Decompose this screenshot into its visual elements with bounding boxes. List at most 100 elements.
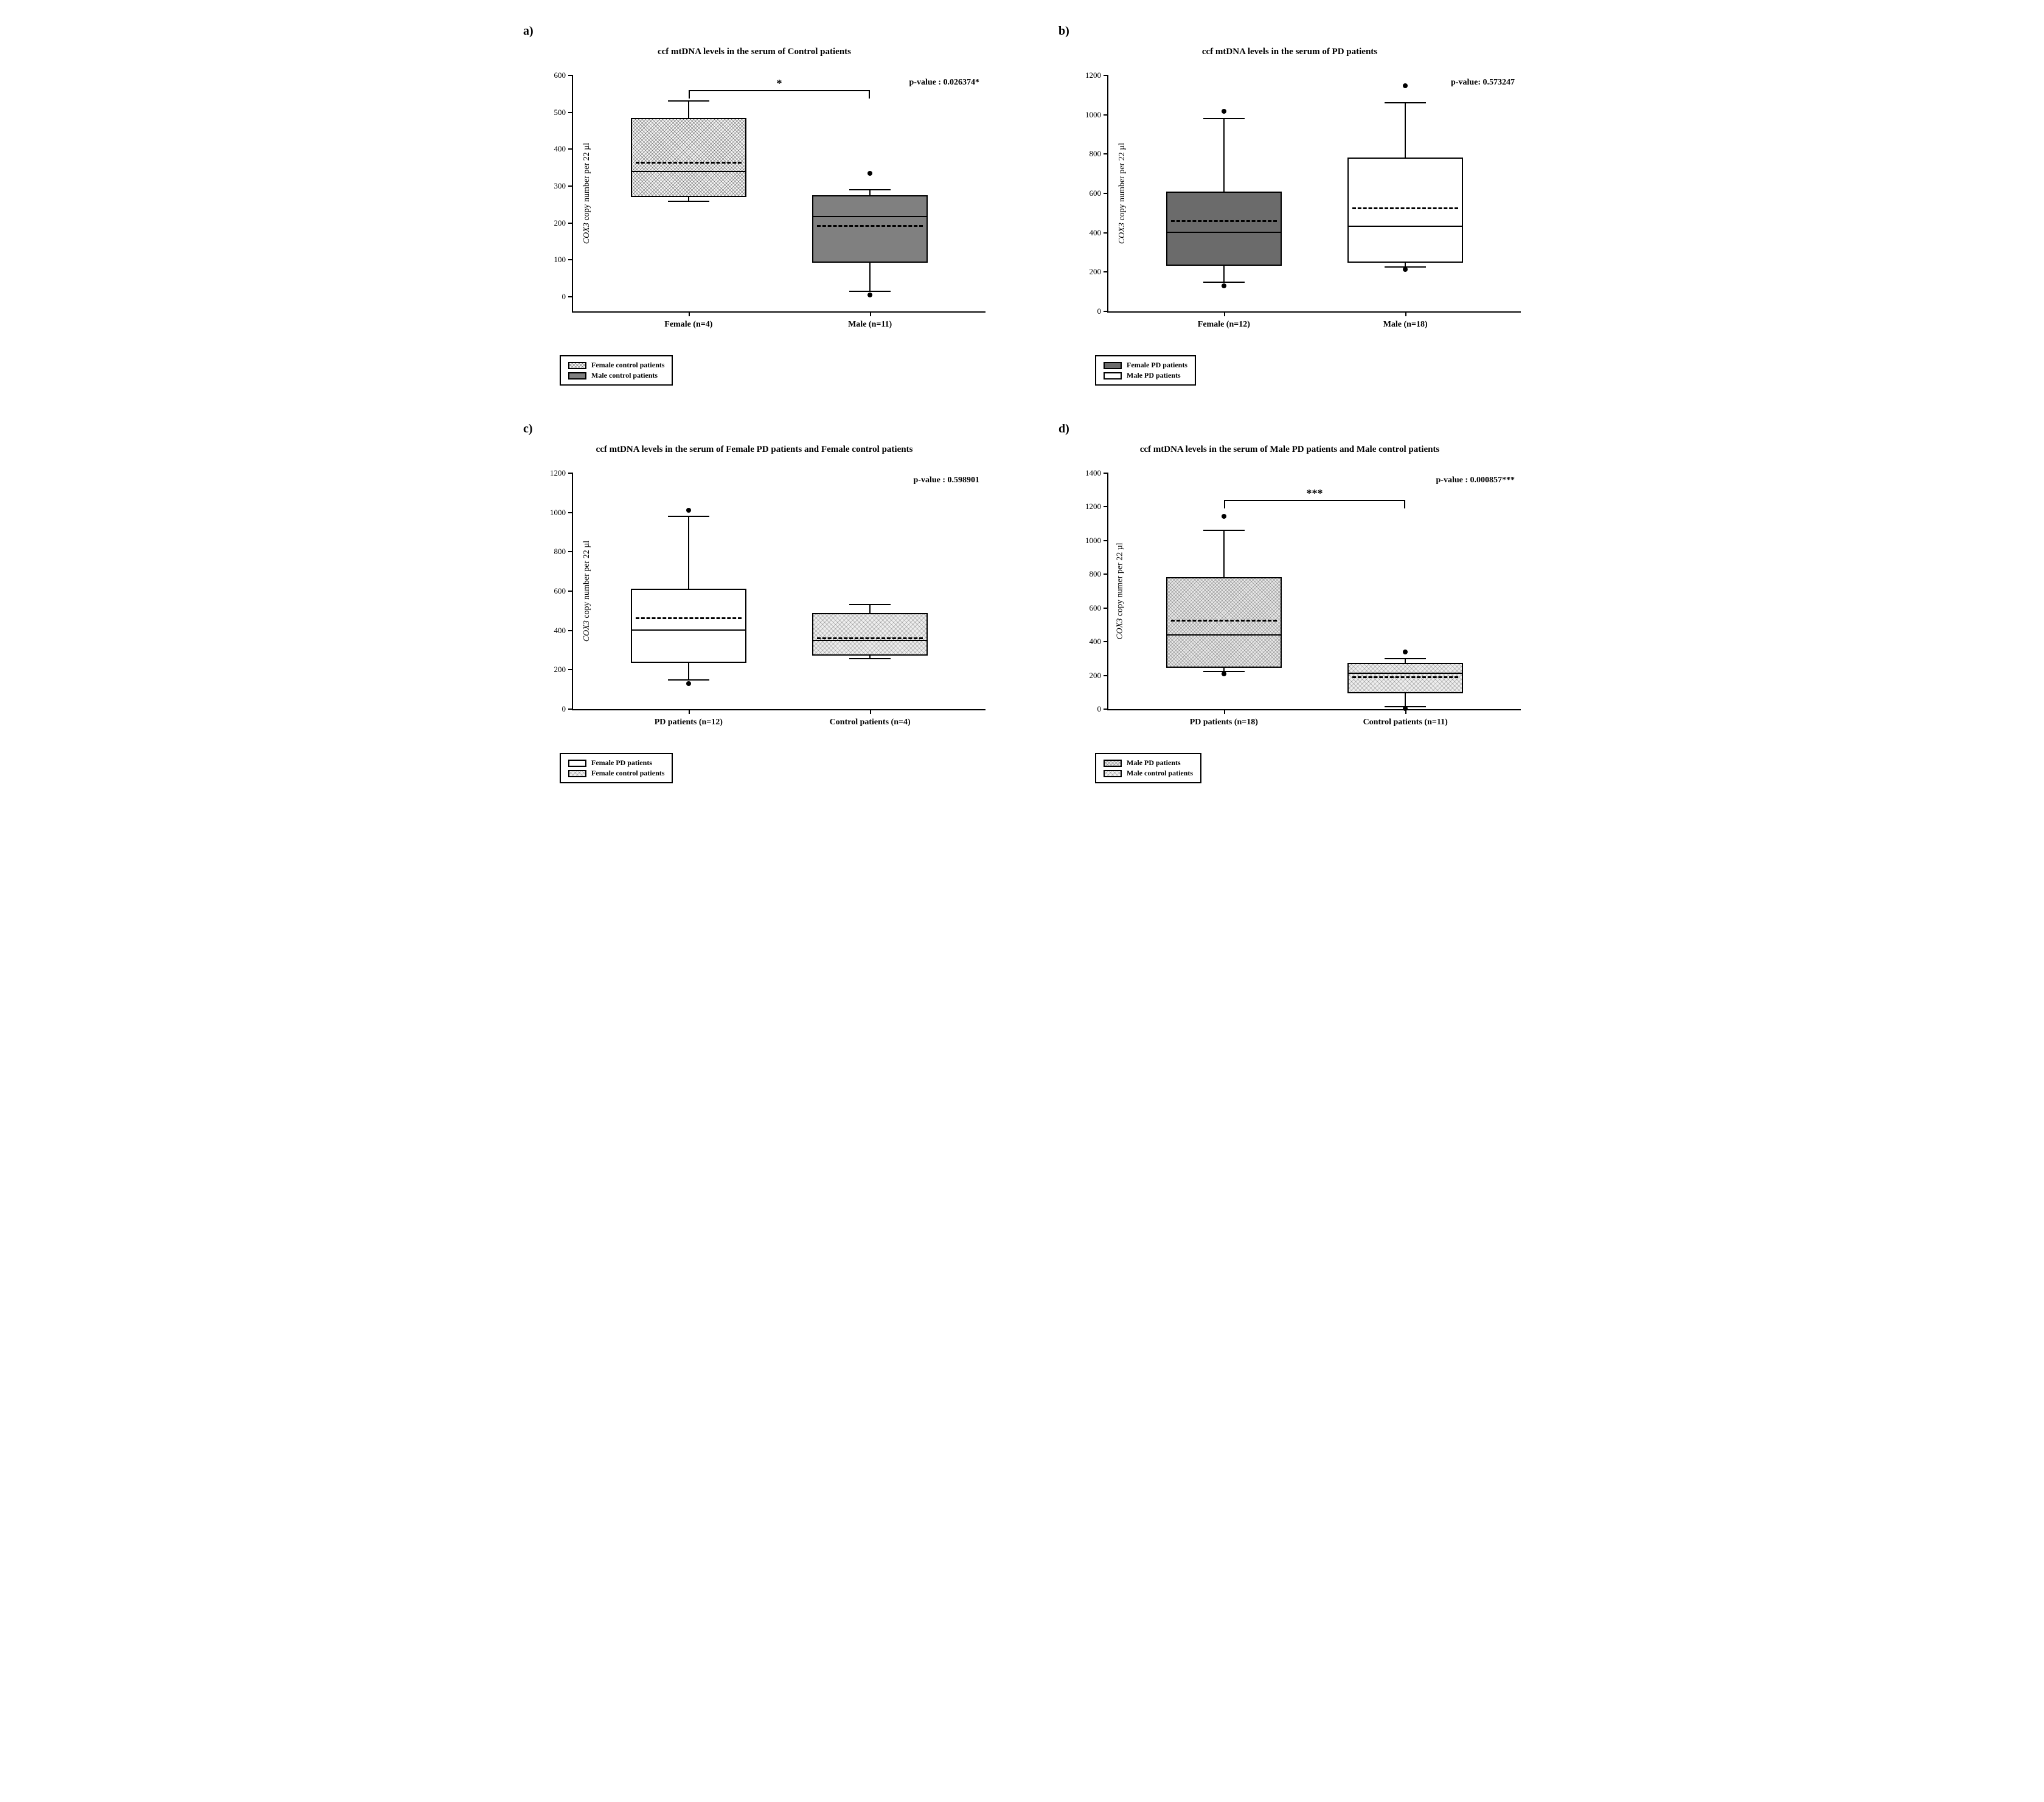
x-tick bbox=[1405, 311, 1406, 316]
whisker-cap bbox=[1203, 118, 1245, 119]
y-tick-label: 200 bbox=[554, 218, 566, 228]
box bbox=[812, 613, 928, 656]
panel-title: ccf mtDNA levels in the serum of Male PD… bbox=[1046, 445, 1533, 455]
y-tick bbox=[1104, 193, 1108, 194]
x-tick-label: Female (n=12) bbox=[1198, 320, 1250, 330]
mean-line bbox=[636, 162, 742, 164]
y-tick bbox=[568, 669, 573, 670]
box bbox=[1166, 577, 1282, 668]
y-tick-label: 100 bbox=[554, 255, 566, 265]
plot-region: COX3 copy number per 22 µl01002003004005… bbox=[572, 75, 985, 313]
significance-bracket bbox=[1224, 500, 1405, 507]
x-tick-label: Male (n=11) bbox=[848, 320, 892, 330]
panel-letter: c) bbox=[523, 422, 998, 436]
y-tick bbox=[568, 473, 573, 474]
plot-region: COX3 copy numer per 22 µl020040060080010… bbox=[1107, 473, 1521, 710]
significance-bracket bbox=[689, 90, 870, 97]
legend-swatch bbox=[568, 770, 586, 777]
median-line bbox=[1349, 226, 1462, 227]
y-tick-label: 300 bbox=[554, 181, 566, 191]
outlier-point bbox=[867, 293, 872, 297]
box bbox=[1347, 158, 1463, 263]
box bbox=[631, 118, 746, 197]
significance-label: *** bbox=[1307, 487, 1323, 500]
y-tick bbox=[1104, 75, 1108, 76]
whisker-cap bbox=[849, 291, 891, 292]
legend: Female control patientsMale control pati… bbox=[560, 355, 673, 386]
y-tick-label: 1200 bbox=[1085, 502, 1101, 511]
y-tick-label: 200 bbox=[1090, 671, 1102, 681]
x-tick-label: PD patients (n=12) bbox=[655, 718, 723, 727]
y-tick bbox=[568, 512, 573, 513]
y-tick-label: 200 bbox=[554, 665, 566, 674]
panel-b: b)ccf mtDNA levels in the serum of PD pa… bbox=[1046, 24, 1533, 386]
whisker-cap bbox=[668, 100, 709, 102]
legend-label: Female PD patients bbox=[1127, 361, 1187, 370]
x-tick bbox=[1224, 709, 1225, 714]
x-tick bbox=[1224, 311, 1225, 316]
y-tick-label: 0 bbox=[562, 292, 566, 302]
outlier-point bbox=[1222, 109, 1226, 114]
y-tick bbox=[568, 185, 573, 187]
outlier-point bbox=[686, 681, 691, 686]
plot-region: COX3 copy number per 22 µl02004006008001… bbox=[1107, 75, 1521, 313]
y-tick-label: 800 bbox=[554, 547, 566, 556]
y-tick-label: 800 bbox=[1090, 149, 1102, 159]
y-tick bbox=[1104, 608, 1108, 609]
y-tick-label: 800 bbox=[1090, 569, 1102, 579]
y-tick bbox=[1104, 473, 1108, 474]
y-tick bbox=[568, 296, 573, 297]
y-tick-label: 0 bbox=[1097, 704, 1102, 714]
y-tick bbox=[1104, 675, 1108, 676]
panel-title: ccf mtDNA levels in the serum of PD pati… bbox=[1046, 47, 1533, 57]
panel-title: ccf mtDNA levels in the serum of Female … bbox=[511, 445, 998, 455]
whisker-cap bbox=[849, 658, 891, 659]
chart-area: p-value : 0.026374*COX3 copy number per … bbox=[554, 69, 985, 337]
y-tick-label: 0 bbox=[562, 704, 566, 714]
whisker-cap bbox=[849, 604, 891, 605]
mean-line bbox=[1352, 207, 1458, 209]
y-tick-label: 1000 bbox=[550, 508, 566, 518]
y-tick bbox=[568, 259, 573, 260]
outlier-point bbox=[686, 508, 691, 513]
legend-swatch bbox=[1104, 372, 1122, 379]
legend-item: Male control patients bbox=[568, 370, 664, 381]
y-tick bbox=[568, 148, 573, 150]
mean-line bbox=[636, 617, 742, 619]
median-line bbox=[1349, 673, 1462, 674]
y-tick-label: 400 bbox=[554, 626, 566, 636]
whisker-cap bbox=[668, 679, 709, 681]
y-tick bbox=[1104, 232, 1108, 234]
y-tick bbox=[568, 75, 573, 76]
y-axis-label: COX3 copy number per 22 µl bbox=[582, 143, 592, 244]
x-tick-label: Control patients (n=11) bbox=[1363, 718, 1448, 727]
median-line bbox=[632, 171, 745, 172]
panel-c: c) ccf mtDNA levels in the serum of Femal… bbox=[511, 422, 998, 783]
y-tick-label: 600 bbox=[1090, 603, 1102, 613]
box bbox=[1166, 192, 1282, 266]
whisker-cap bbox=[1203, 282, 1245, 283]
panel-d: d)ccf mtDNA levels in the serum of Male … bbox=[1046, 422, 1533, 783]
y-tick-label: 1200 bbox=[1085, 71, 1101, 80]
y-tick bbox=[568, 630, 573, 631]
legend-item: Male PD patients bbox=[1104, 758, 1193, 768]
outlier-point bbox=[1222, 514, 1226, 519]
y-tick-label: 400 bbox=[554, 144, 566, 154]
y-tick-label: 1200 bbox=[550, 468, 566, 478]
panel-title: ccf mtDNA levels in the serum of Control… bbox=[511, 47, 998, 57]
y-tick bbox=[568, 112, 573, 113]
legend-item: Female PD patients bbox=[568, 758, 664, 768]
significance-label: * bbox=[777, 77, 782, 90]
mean-line bbox=[1171, 220, 1277, 222]
y-tick-label: 600 bbox=[554, 586, 566, 596]
whisker-cap bbox=[668, 516, 709, 517]
y-tick bbox=[568, 223, 573, 224]
whisker-cap bbox=[1385, 658, 1426, 659]
median-line bbox=[632, 629, 745, 631]
legend-item: Female control patients bbox=[568, 360, 664, 370]
legend-label: Female control patients bbox=[591, 769, 664, 778]
legend-label: Male PD patients bbox=[1127, 371, 1181, 380]
legend-swatch bbox=[568, 760, 586, 767]
legend-item: Female PD patients bbox=[1104, 360, 1187, 370]
median-line bbox=[1167, 634, 1281, 636]
